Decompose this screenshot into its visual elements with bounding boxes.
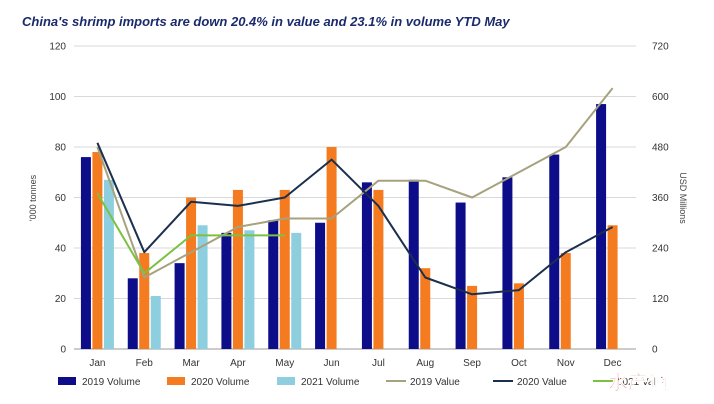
bar-2019-volume <box>127 278 138 349</box>
left-tick-label: 0 <box>60 345 66 356</box>
left-tick-label: 20 <box>55 294 67 305</box>
legend-label-2020-volume: 2020 Volume <box>191 377 250 388</box>
bar-2020-volume <box>139 253 150 349</box>
bar-2020-volume <box>607 225 618 349</box>
bar-2021-volume <box>197 225 208 349</box>
left-axis-ticks: 0 20 40 60 80 100 120 <box>49 42 66 356</box>
legend-swatch-2019-volume <box>58 377 76 385</box>
bar-2019-volume <box>221 232 232 349</box>
bar-2019-volume <box>502 177 513 349</box>
right-tick-label: 360 <box>652 193 669 204</box>
legend-swatch-2020-volume <box>167 377 185 385</box>
right-tick-label: 720 <box>652 42 669 53</box>
right-tick-label: 0 <box>652 345 658 356</box>
left-tick-label: 80 <box>55 143 67 154</box>
bar-2021-volume <box>103 179 114 349</box>
chart-title: China's shrimp imports are down 20.4% in… <box>22 14 510 29</box>
bar-2021-volume <box>244 230 255 349</box>
right-tick-label: 240 <box>652 244 669 255</box>
right-axis-ticks: 0 120 240 360 480 600 720 <box>652 42 669 356</box>
bar-2020-volume <box>279 189 290 349</box>
bar-2019-volume <box>174 263 185 349</box>
bar-2019-volume <box>315 222 326 349</box>
legend-label-2019-volume: 2019 Volume <box>82 377 141 388</box>
bar-2019-volume <box>408 179 419 349</box>
x-tick-label: May <box>275 358 294 369</box>
bar-2021-volume <box>150 295 161 349</box>
legend: 2019 Volume 2020 Volume 2021 Volume 2019 Va… <box>58 377 667 388</box>
left-tick-label: 120 <box>49 42 66 53</box>
line-2019-value <box>96 87 614 279</box>
x-axis-ticks: Jan Feb Mar Apr May Jun Jul Aug Sep Oct Nov Dec <box>89 358 621 369</box>
bar-2020-volume <box>92 152 103 349</box>
x-tick-label: Sep <box>463 358 481 369</box>
x-tick-label: Aug <box>416 358 434 369</box>
x-tick-label: Apr <box>230 358 246 369</box>
legend-label-2021-volume: 2021 Volume <box>301 377 360 388</box>
line-2021-value <box>96 192 285 275</box>
bar-2020-volume <box>513 283 524 349</box>
left-axis-label: '000 tonnes <box>28 174 38 221</box>
bar-2020-volume <box>326 147 337 349</box>
right-tick-label: 600 <box>652 92 669 103</box>
bar-2020-volume <box>467 285 478 349</box>
legend-swatch-2021-volume <box>277 377 295 385</box>
bar-2019-volume <box>549 154 560 349</box>
watermark-logo: 水产通 <box>608 370 668 394</box>
bar-2020-volume <box>373 189 384 349</box>
legend-label-2019-value: 2019 Value <box>410 377 460 388</box>
bar-2020-volume <box>186 197 197 349</box>
x-tick-label: Jul <box>372 358 385 369</box>
bar-2020-volume <box>420 268 431 349</box>
right-tick-label: 480 <box>652 143 669 154</box>
bar-2019-volume <box>361 182 372 349</box>
bar-2020-volume <box>560 253 571 349</box>
x-tick-label: Oct <box>511 358 527 369</box>
x-tick-label: Jan <box>89 358 105 369</box>
x-tick-label: Dec <box>604 358 622 369</box>
bar-layer <box>80 104 618 349</box>
legend-label-2020-value: 2020 Value <box>517 377 567 388</box>
right-axis-label: USD Millions <box>678 172 688 224</box>
x-tick-label: Mar <box>182 358 200 369</box>
line-2020-value <box>96 142 614 296</box>
x-tick-label: Jun <box>324 358 340 369</box>
bar-2019-volume <box>596 104 607 349</box>
left-tick-label: 100 <box>49 92 66 103</box>
left-tick-label: 60 <box>55 193 67 204</box>
bar-2019-volume <box>455 202 466 349</box>
x-tick-label: Nov <box>557 358 575 369</box>
gridlines <box>74 45 636 350</box>
bar-2019-volume <box>268 220 279 349</box>
left-tick-label: 40 <box>55 244 67 255</box>
bar-2020-volume <box>232 189 243 349</box>
x-tick-label: Feb <box>136 358 154 369</box>
legend-label-2021-value: 2021 Value <box>617 377 667 388</box>
right-tick-label: 120 <box>652 294 669 305</box>
bar-2019-volume <box>80 157 91 349</box>
bar-2021-volume <box>291 232 302 349</box>
line-layer <box>96 87 614 296</box>
